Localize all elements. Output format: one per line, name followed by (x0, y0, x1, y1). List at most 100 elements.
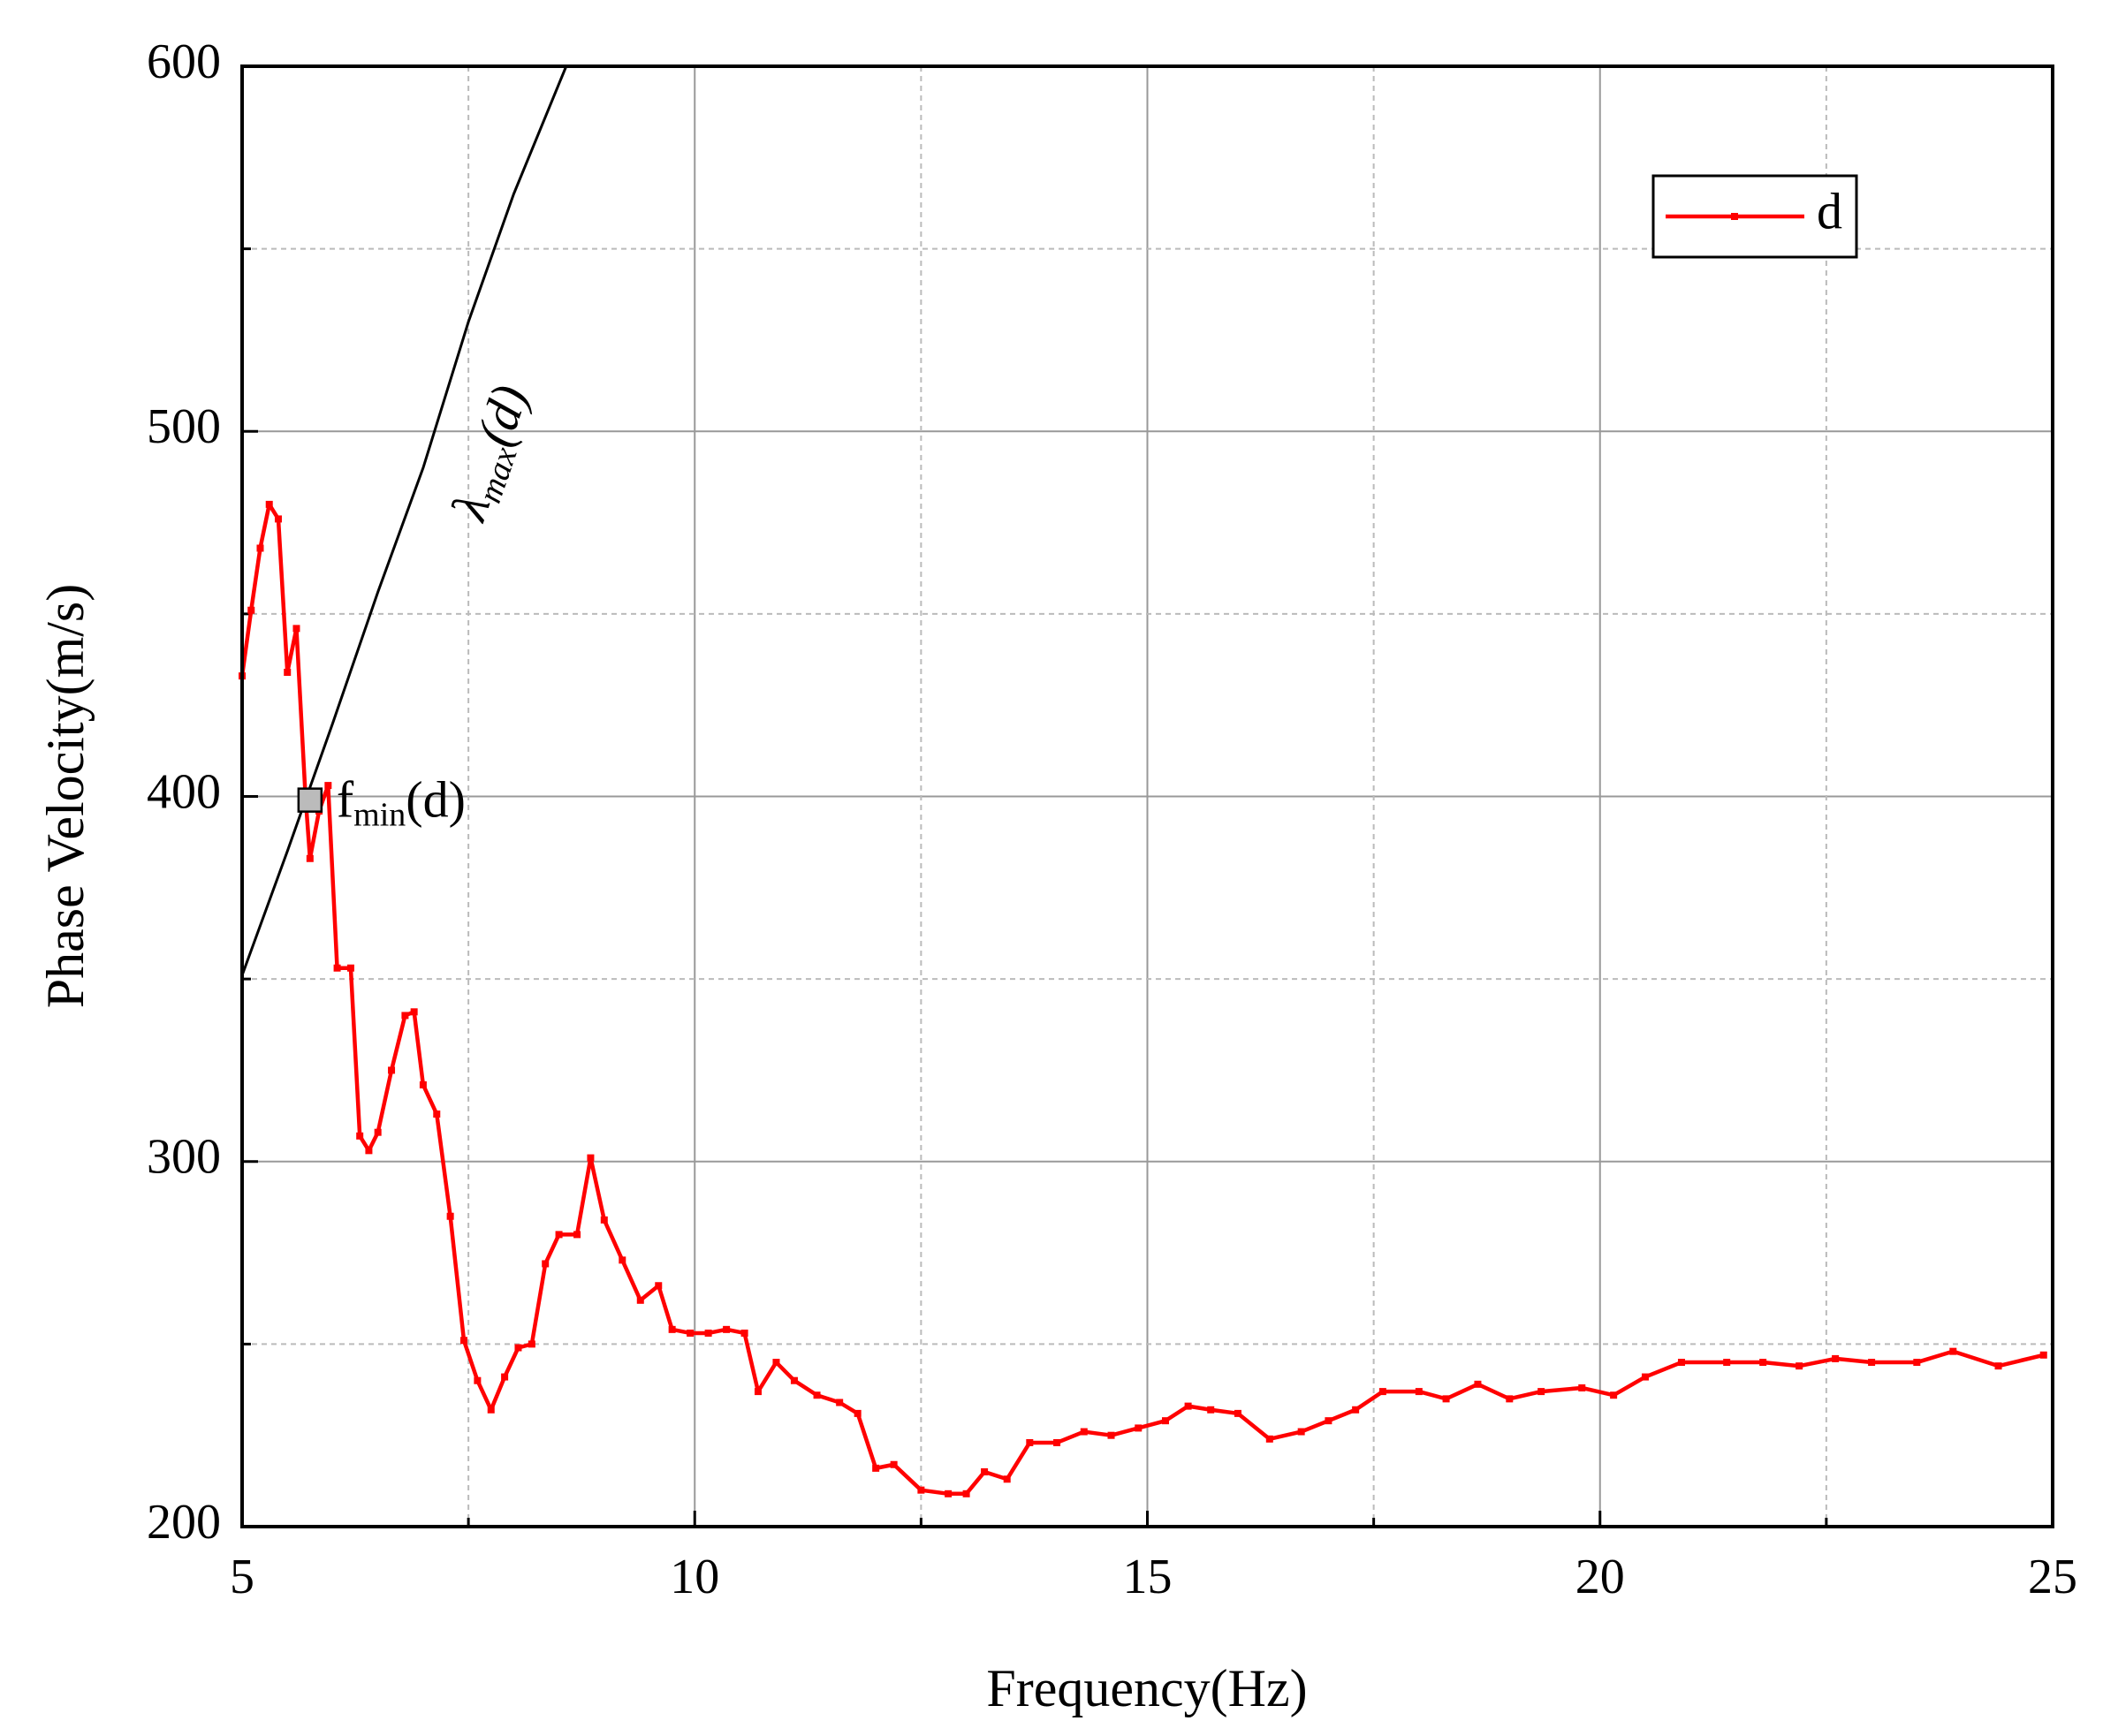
reference-label-tail: (d) (466, 378, 539, 453)
series-point (265, 500, 273, 508)
series-point (1053, 1438, 1061, 1446)
series-point (573, 1231, 581, 1239)
series-point (306, 854, 314, 862)
series-point (256, 544, 264, 552)
y-tick-label: 300 (147, 1130, 221, 1185)
series-point (346, 964, 354, 972)
series-point (917, 1486, 925, 1494)
series-point (1610, 1391, 1618, 1399)
series-point (1352, 1406, 1360, 1414)
x-tick-label: 15 (1123, 1550, 1173, 1604)
series-point (1234, 1409, 1241, 1417)
series-point (474, 1376, 482, 1384)
series-point (446, 1212, 454, 1220)
series-point (356, 1132, 364, 1140)
series-point (324, 782, 332, 790)
series-point (754, 1388, 762, 1396)
series-point (813, 1391, 821, 1399)
series-point (333, 964, 341, 972)
series-point (1184, 1402, 1192, 1410)
series-point (1994, 1362, 2002, 1370)
series-point (1325, 1417, 1332, 1425)
series-point (374, 1128, 382, 1136)
reference-label: λmax(d) (439, 378, 543, 530)
x-tick-label: 5 (230, 1550, 254, 1604)
series-point (555, 1231, 563, 1239)
series-point (501, 1373, 509, 1381)
series-point (401, 1012, 409, 1020)
series-point (410, 1008, 418, 1016)
series-point (1442, 1395, 1450, 1403)
series-point (1641, 1373, 1649, 1381)
series-point (704, 1329, 712, 1337)
series-point (619, 1256, 626, 1264)
series-point (1207, 1406, 1215, 1414)
series-point (1913, 1359, 1921, 1367)
x-tick-label: 20 (1575, 1550, 1625, 1604)
series-point (1537, 1388, 1545, 1396)
series-point (292, 625, 300, 633)
series-point (487, 1406, 495, 1414)
series-point (600, 1216, 608, 1224)
series-point (1003, 1475, 1011, 1483)
x-tick-label: 10 (670, 1550, 719, 1604)
series-point (836, 1399, 844, 1406)
series-point (1796, 1362, 1803, 1370)
series-point (1415, 1388, 1423, 1396)
series-point (1723, 1359, 1731, 1367)
series-point (668, 1325, 676, 1333)
series-point (1759, 1359, 1767, 1367)
series-point (1677, 1359, 1685, 1367)
series-point (388, 1066, 396, 1074)
y-tick-label: 400 (147, 764, 221, 819)
series-point (636, 1296, 644, 1304)
series-point (528, 1340, 535, 1348)
series-point (1949, 1347, 1957, 1355)
fmin-label-main: f (337, 771, 354, 829)
series-point (772, 1359, 780, 1367)
series-line (239, 502, 2045, 1497)
series-point (1161, 1417, 1169, 1425)
series-point (247, 606, 255, 614)
series-point (514, 1344, 522, 1352)
series-point (1297, 1428, 1305, 1436)
series-point (1026, 1438, 1034, 1446)
series-point (655, 1282, 663, 1290)
series-point (419, 1080, 427, 1088)
y-axis-label: Phase Velocity(m/s) (36, 584, 95, 1009)
series-point (790, 1376, 798, 1384)
series-point (1080, 1428, 1088, 1436)
series-point (1832, 1354, 1840, 1362)
series-point (433, 1111, 441, 1118)
legend-point (1731, 213, 1738, 220)
reference-curve (242, 66, 568, 976)
fmin-marker (297, 787, 323, 813)
series-point (284, 668, 292, 676)
series-point (274, 515, 282, 523)
series-point (365, 1147, 373, 1155)
x-axis-label: Frequency(Hz) (986, 1659, 1307, 1717)
fmin-label-tail: (d) (406, 771, 466, 829)
series-point (890, 1460, 898, 1468)
series-point (587, 1154, 595, 1162)
series-point (1135, 1424, 1143, 1432)
series-point (740, 1329, 748, 1337)
fmin-label: fmin(d) (337, 771, 466, 833)
x-tick-label: 25 (2028, 1550, 2077, 1604)
series-point (1107, 1431, 1115, 1439)
plot-frame (240, 64, 2054, 1528)
legend-label: d (1817, 182, 1842, 239)
y-tick-label: 600 (147, 34, 221, 89)
series-point (1265, 1435, 1273, 1443)
series-point (1506, 1395, 1514, 1403)
series-point (945, 1490, 953, 1497)
series-point (1378, 1388, 1386, 1396)
series-point (854, 1409, 862, 1417)
series-point (723, 1325, 731, 1333)
series-point (2039, 1351, 2047, 1359)
series-point (962, 1490, 970, 1497)
series-point (460, 1337, 468, 1345)
series-point (1578, 1383, 1586, 1391)
y-tick-label: 200 (147, 1495, 221, 1550)
